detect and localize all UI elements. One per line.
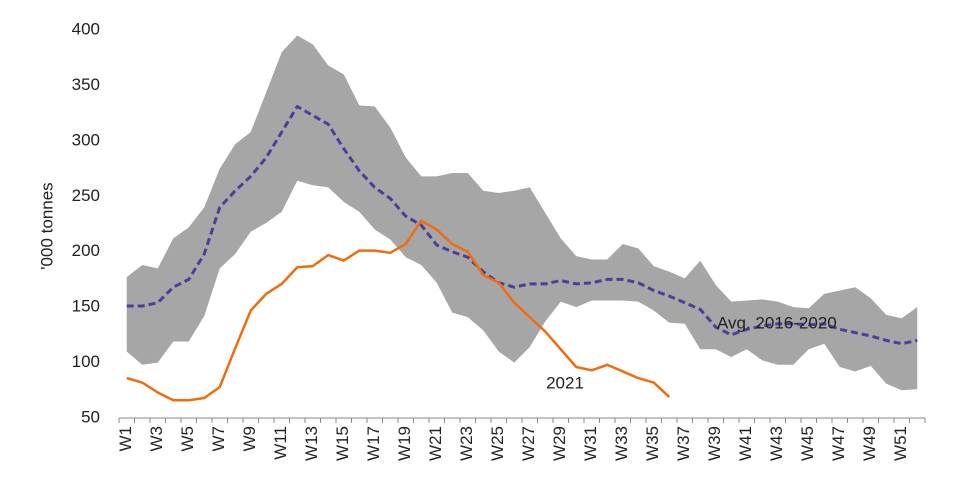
series-line [126, 219, 671, 402]
x-tick-label: W31 [581, 426, 600, 461]
y-tick-label: 250 [72, 186, 100, 205]
x-tick-label: W41 [736, 426, 755, 461]
y-tick-label: 350 [72, 75, 100, 94]
series-annotation: 2021 [546, 373, 584, 392]
x-tick-label: W33 [612, 426, 631, 461]
x-tick-label: W51 [891, 426, 910, 461]
y-tick-label: 200 [72, 241, 100, 260]
series-annotation: Avg. 2016-2020 [717, 313, 837, 332]
x-tick-label: W49 [860, 426, 879, 461]
x-tick-label: W29 [550, 426, 569, 461]
y-tick-label: 50 [81, 407, 100, 426]
x-tick-label: W35 [643, 426, 662, 461]
x-tick-label: W27 [519, 426, 538, 461]
x-tick-label: W17 [364, 426, 383, 461]
x-tick-label: W13 [302, 426, 321, 461]
x-tick-label: W11 [271, 426, 290, 460]
x-tick-label: W25 [488, 426, 507, 461]
x-tick-label: W15 [333, 426, 352, 461]
x-tick-label: W45 [798, 426, 817, 461]
x-tick-label: W37 [674, 426, 693, 461]
x-tick-label: W7 [209, 426, 228, 452]
x-tick-label: W3 [147, 426, 166, 452]
y-axis-label: '000 tonnes [37, 182, 56, 269]
y-tick-label: 300 [72, 130, 100, 149]
x-tick-label: W23 [457, 426, 476, 461]
x-tick-label: W39 [705, 426, 724, 461]
y-tick-label: 150 [72, 297, 100, 316]
series-line [126, 104, 918, 346]
x-tick-label: W43 [767, 426, 786, 461]
x-tick-label: W1 [116, 426, 135, 452]
x-tick-label: W9 [240, 426, 259, 452]
y-tick-label: 400 [72, 19, 100, 38]
x-tick-label: W5 [178, 426, 197, 452]
y-tick-label: 100 [72, 352, 100, 371]
x-tick-label: W19 [395, 426, 414, 461]
x-tick-label: W47 [829, 426, 848, 461]
x-tick-label: W21 [426, 426, 445, 461]
range-band [126, 35, 918, 391]
